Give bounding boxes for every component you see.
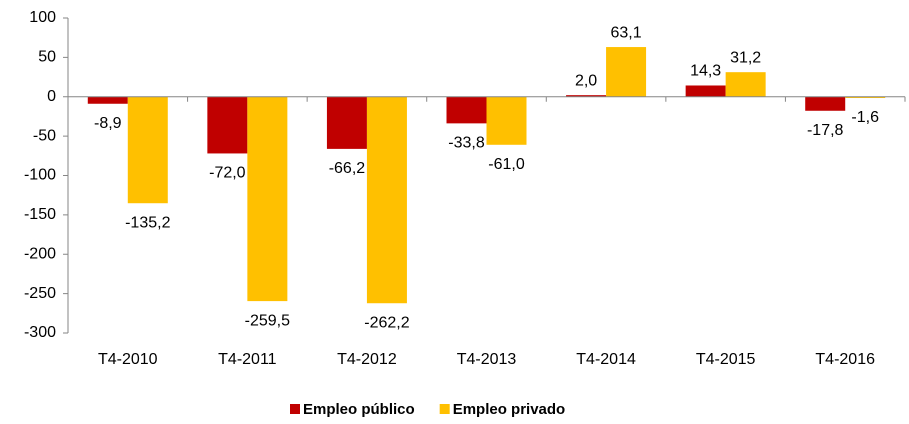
x-tick-label: T4-2013	[457, 351, 517, 368]
y-tick-label: -300	[24, 324, 56, 341]
bar	[326, 96, 367, 149]
y-tick-label: 50	[38, 49, 56, 66]
bar	[805, 96, 846, 111]
value-label: -1,6	[851, 109, 879, 126]
bar	[606, 47, 647, 97]
value-label: -262,2	[364, 314, 409, 331]
bar	[446, 96, 487, 124]
value-label: 2,0	[575, 72, 597, 89]
x-tick-label: T4-2015	[696, 351, 756, 368]
bar	[566, 95, 607, 97]
value-label: -33,8	[448, 135, 485, 152]
value-label: 63,1	[611, 24, 642, 41]
bar	[725, 72, 766, 97]
legend-swatch	[290, 404, 300, 414]
x-tick-label: T4-2014	[576, 351, 636, 368]
bar	[127, 96, 168, 204]
value-label: -72,0	[209, 165, 246, 182]
value-label: 31,2	[730, 49, 761, 66]
legend-swatch	[439, 404, 450, 414]
bar	[247, 96, 288, 302]
y-tick-label: -150	[24, 206, 56, 223]
legend-label: Empleo privado	[453, 401, 566, 418]
value-label: -17,8	[807, 122, 844, 139]
bar	[87, 96, 128, 104]
legend-label: Empleo público	[303, 401, 415, 418]
y-tick-label: -200	[24, 245, 56, 262]
value-label: -259,5	[245, 312, 290, 329]
value-label: -61,0	[488, 156, 525, 173]
bar	[207, 96, 248, 154]
x-tick-label: T4-2016	[815, 351, 875, 368]
x-tick-label: T4-2010	[98, 351, 158, 368]
value-label: -135,2	[125, 214, 170, 231]
y-tick-label: 0	[47, 88, 56, 105]
value-label: -8,9	[94, 115, 122, 132]
bar	[366, 96, 407, 304]
y-tick-label: -50	[33, 127, 56, 144]
value-label: -66,2	[329, 160, 366, 177]
x-tick-label: T4-2012	[337, 351, 397, 368]
bar	[486, 96, 527, 145]
x-tick-label: T4-2011	[218, 351, 277, 368]
bar	[845, 96, 886, 99]
y-tick-label: 100	[29, 9, 56, 26]
value-label: 14,3	[690, 63, 721, 80]
y-tick-label: -100	[24, 167, 56, 184]
y-tick-label: -250	[24, 285, 56, 302]
bar	[685, 85, 726, 97]
